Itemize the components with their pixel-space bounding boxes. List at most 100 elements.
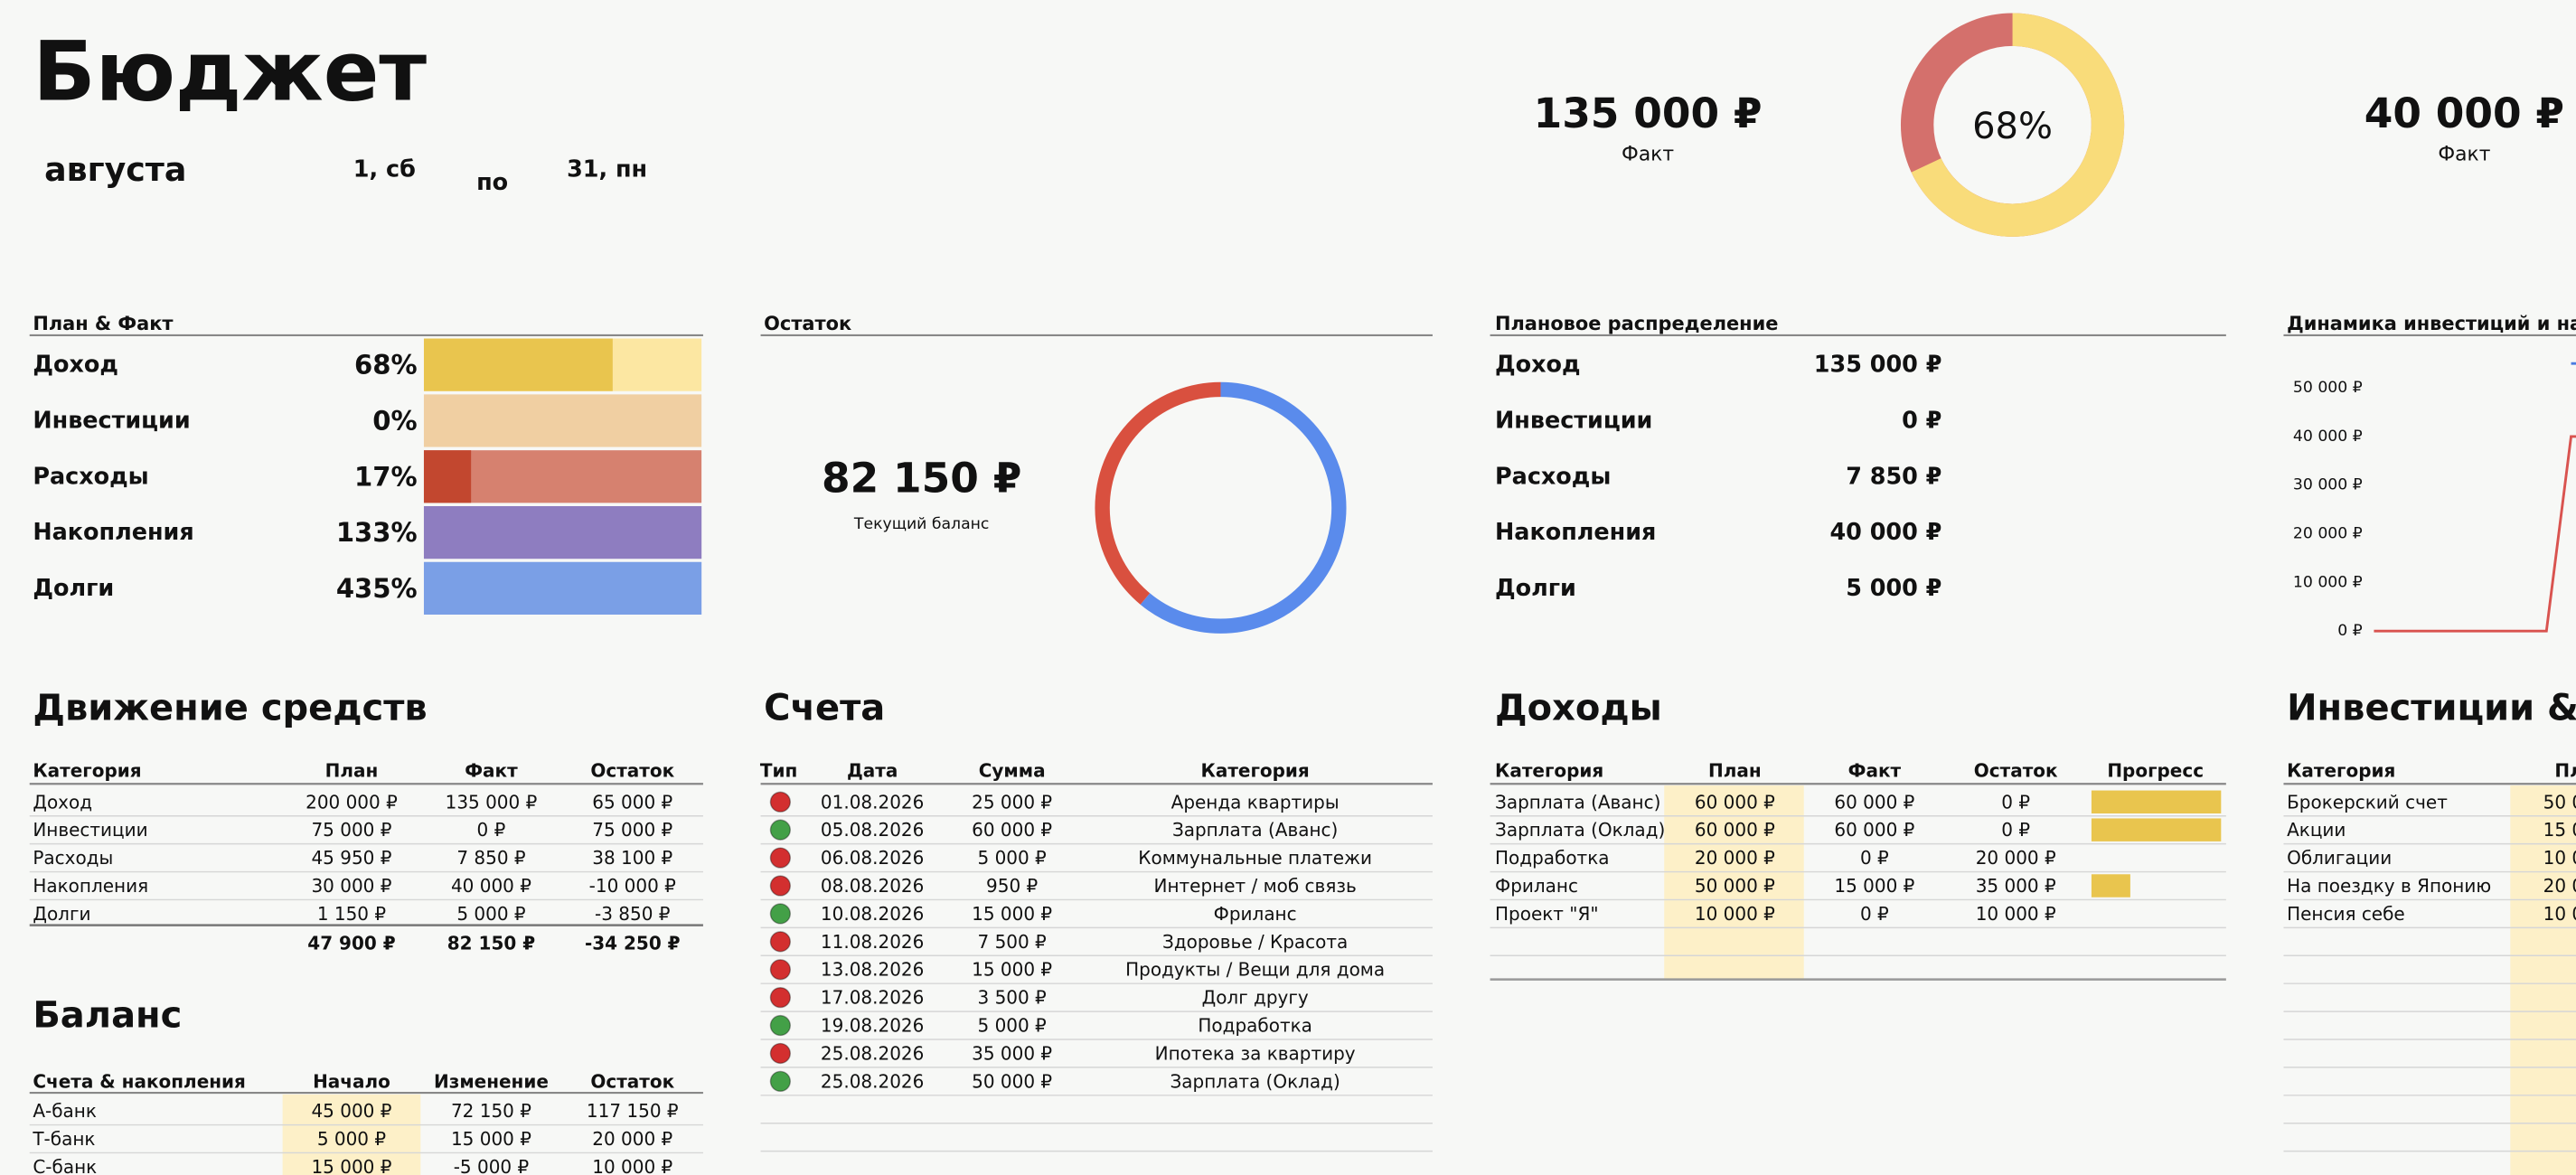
row-value: 0 ₽ <box>1902 407 1941 434</box>
cell: 10.08.2026 <box>821 903 924 925</box>
cell: Долг другу <box>1202 987 1309 1009</box>
column-header: Остаток <box>590 1070 674 1092</box>
cell: Инвестиции <box>33 819 147 841</box>
cell: Проект "Я" <box>1495 903 1599 925</box>
column-header: Категория <box>1201 760 1310 782</box>
kpi-value: 40 000 ₽ <box>2364 89 2564 137</box>
cell: Акции <box>2287 819 2346 841</box>
cell: 35 000 ₽ <box>1976 875 2056 897</box>
cell: 0 ₽ <box>477 819 506 841</box>
date-to: 31, пн <box>567 155 647 183</box>
y-tick-label: 40 000 ₽ <box>2293 428 2363 446</box>
donut-segment <box>1095 381 1347 634</box>
date-from: 1, сб <box>353 155 416 183</box>
total: 82 150 ₽ <box>447 933 535 954</box>
type-indicator <box>769 959 791 981</box>
cell: Подработка <box>1198 1015 1312 1037</box>
kpi-value: 135 000 ₽ <box>1534 89 1763 137</box>
column-header: План <box>325 760 379 782</box>
heading: Инвестиции & Н <box>2287 688 2576 729</box>
cell: С-банк <box>33 1156 97 1175</box>
y-tick-label: 50 000 ₽ <box>2293 379 2363 397</box>
column-header: Тип <box>760 760 797 782</box>
cell: Зарплата (Оклад) <box>1170 1070 1340 1092</box>
row-value: 5 000 ₽ <box>1846 575 1941 602</box>
cell: Расходы <box>33 847 113 869</box>
type-indicator <box>769 819 791 841</box>
bar <box>423 561 702 615</box>
type-indicator <box>769 1014 791 1037</box>
cell: 25.08.2026 <box>821 1042 924 1064</box>
cell: Подработка <box>1495 847 1609 869</box>
donut-segment <box>1900 13 2125 237</box>
heading: Доходы <box>1495 688 1662 729</box>
balance-amount: 82 150 ₽ <box>822 455 1021 503</box>
cell: Продукты / Вещи для дома <box>1125 959 1385 981</box>
row-label: Долги <box>33 575 114 602</box>
kpi-label: Факт <box>2438 143 2490 165</box>
cell: Зарплата (Аванс) <box>1495 791 1660 813</box>
cell: 5 000 ₽ <box>978 847 1048 869</box>
row-label: Долги <box>1495 575 1576 602</box>
cell: 60 000 ₽ <box>1695 791 1775 813</box>
column-header: Факт <box>465 760 518 782</box>
column-header: Счета & накопления <box>33 1070 246 1092</box>
cell: 60 000 ₽ <box>1695 819 1775 841</box>
column-header: Пл <box>2554 760 2576 782</box>
cell: Интернет / моб связь <box>1154 875 1357 897</box>
donut-label: 68% <box>1972 106 2053 147</box>
balance-caption: Текущий баланс <box>853 515 989 533</box>
cell: 3 500 ₽ <box>978 987 1048 1009</box>
section-title: Динамика инвестиций и накоп <box>2287 313 2576 334</box>
cell: Т-банк <box>32 1128 95 1150</box>
y-tick-label: 30 000 ₽ <box>2293 476 2363 494</box>
column-header: Прогресс <box>2107 760 2204 782</box>
type-indicator <box>769 791 791 813</box>
cell: 15 000 ₽ <box>972 903 1052 925</box>
cell: -3 850 ₽ <box>595 903 671 925</box>
cell: 5 000 ₽ <box>978 1015 1048 1037</box>
section-title: Плановое распределение <box>1495 313 1778 334</box>
column-highlight <box>282 1094 421 1175</box>
cell: 75 000 ₽ <box>592 819 672 841</box>
column-highlight <box>1664 785 1804 980</box>
kpi-label: Факт <box>1622 143 1674 165</box>
cell: 7 850 ₽ <box>456 847 526 869</box>
row-label: Расходы <box>33 463 148 490</box>
y-tick-label: 0 ₽ <box>2337 622 2362 640</box>
column-header: Категория <box>1495 760 1603 782</box>
column-header: Категория <box>33 760 141 782</box>
cell: 60 000 ₽ <box>1834 791 1914 813</box>
column-header: Категория <box>2287 760 2395 782</box>
cell: 35 000 ₽ <box>972 1042 1052 1064</box>
cell: 19.08.2026 <box>821 1015 924 1037</box>
cell: 06.08.2026 <box>821 847 924 869</box>
cell: 20 000 ₽ <box>1695 847 1775 869</box>
cell: Коммунальные платежи <box>1138 847 1372 869</box>
cell: Облигации <box>2287 847 2392 869</box>
cell: Зарплата (Аванс) <box>1172 819 1338 841</box>
heading: Счета <box>764 688 885 729</box>
column-header: Остаток <box>1974 760 2058 782</box>
cell: 0 ₽ <box>1860 903 1889 925</box>
percent: 435% <box>336 573 418 604</box>
bar <box>423 506 702 559</box>
row-value: 135 000 ₽ <box>1814 352 1942 379</box>
cell: 5 000 ₽ <box>456 903 526 925</box>
cell: 65 000 ₽ <box>592 791 672 813</box>
cell: 50 000 ₽ <box>1695 875 1775 897</box>
title: Бюджет <box>33 24 427 119</box>
row-label: Расходы <box>1495 463 1611 490</box>
cell: 05.08.2026 <box>821 819 924 841</box>
cell: 135 000 ₽ <box>446 791 538 813</box>
cell: 10 0 <box>2543 903 2576 925</box>
cell: 11.08.2026 <box>821 931 924 953</box>
type-indicator <box>769 986 791 1009</box>
cell: 15 000 ₽ <box>1834 875 1914 897</box>
cell: 17.08.2026 <box>821 987 924 1009</box>
cell: 15 000 ₽ <box>451 1128 531 1150</box>
cell: 25.08.2026 <box>821 1070 924 1092</box>
cell: 45 000 ₽ <box>311 1100 391 1122</box>
cell: 20 0 <box>2543 875 2576 897</box>
